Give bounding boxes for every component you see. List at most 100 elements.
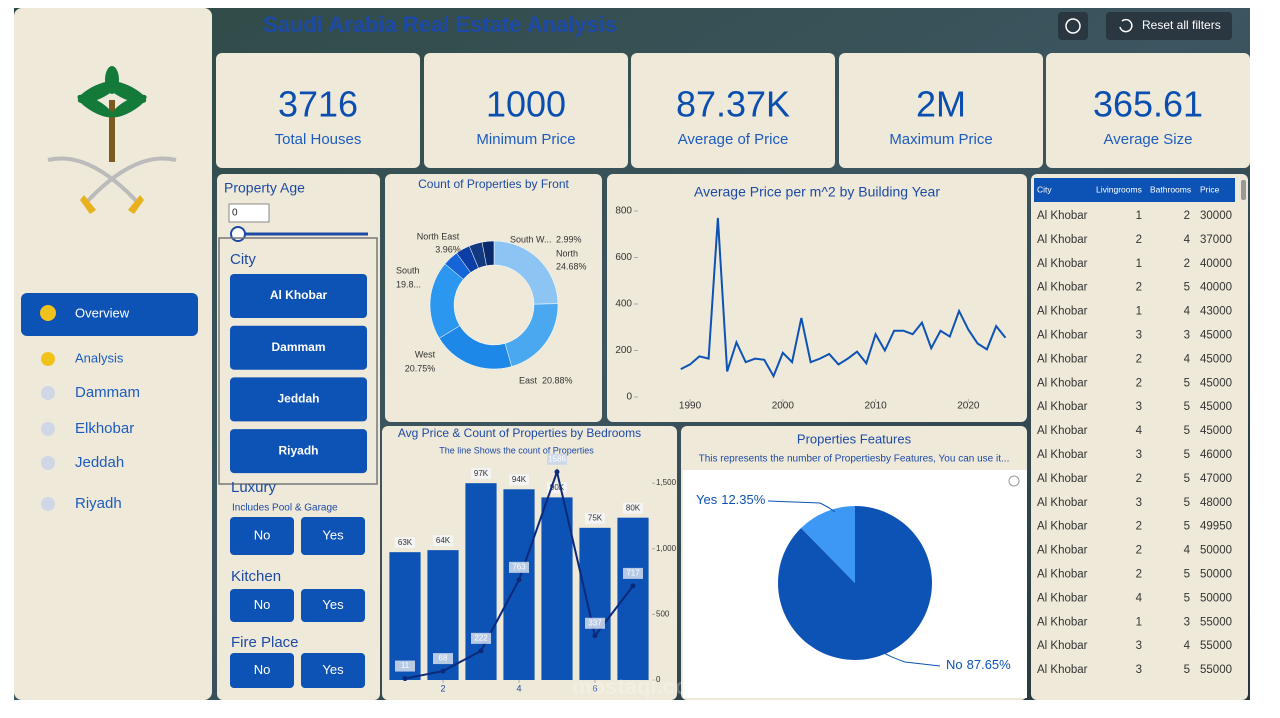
- filter-button[interactable]: [230, 274, 367, 318]
- table-cell: 4: [1184, 234, 1191, 246]
- point-label: 1586: [548, 454, 566, 463]
- table-cell: 4: [1136, 425, 1143, 437]
- bar: [503, 489, 535, 680]
- kpi-label: Maximum Price: [889, 131, 992, 148]
- bar-label: 63K: [398, 538, 413, 547]
- kpi-label: Average of Price: [678, 131, 789, 148]
- filter-title: Property Age: [224, 180, 305, 196]
- table-cell: 3: [1136, 664, 1142, 676]
- x-tick-label: 6: [592, 683, 597, 693]
- column-header[interactable]: Price: [1200, 184, 1220, 194]
- slice-category: Yes: [696, 492, 718, 507]
- filter-option[interactable]: Riyadh: [278, 443, 318, 457]
- table-cell: 40000: [1200, 258, 1232, 270]
- slice-label: East: [519, 375, 538, 385]
- kpi-value: 87.37K: [676, 84, 790, 125]
- label-bg: [547, 453, 567, 465]
- nav-icon: [41, 497, 55, 511]
- label-bg: [395, 537, 415, 549]
- filter-button[interactable]: [230, 429, 367, 474]
- filter-button[interactable]: [230, 377, 367, 422]
- filter-button[interactable]: [301, 653, 365, 688]
- column-header[interactable]: Bathrooms: [1150, 184, 1191, 194]
- range-input[interactable]: [228, 203, 270, 223]
- table-cell: 2: [1136, 473, 1142, 485]
- leader-line: [767, 500, 836, 513]
- nav-item[interactable]: Riyadh: [75, 495, 122, 512]
- help-icon: [1008, 475, 1020, 487]
- column-header[interactable]: Livingrooms: [1096, 184, 1142, 194]
- slice-value: 20.88%: [542, 375, 573, 385]
- logo: [47, 66, 177, 214]
- slice-value: 19.8...: [396, 279, 421, 289]
- table-cell: 49950: [1200, 521, 1232, 533]
- range-value[interactable]: 0: [232, 208, 238, 219]
- nav-active-bg[interactable]: [21, 293, 198, 336]
- reset-label[interactable]: Reset all filters: [1142, 18, 1221, 32]
- filter-button[interactable]: [301, 589, 365, 622]
- point: [402, 676, 408, 682]
- bar: [541, 497, 573, 680]
- scrollbar[interactable]: [1241, 180, 1246, 200]
- table-cell: 5: [1184, 401, 1190, 413]
- filter-option[interactable]: Al Khobar: [270, 288, 328, 302]
- point: [516, 577, 522, 583]
- slice-label: Yes 12.35%: [696, 492, 766, 507]
- chart-panel: [607, 174, 1027, 422]
- table-cell: Al Khobar: [1037, 473, 1088, 485]
- table-cell: 3: [1136, 497, 1142, 509]
- nav-icon: [41, 386, 55, 400]
- filter-option[interactable]: No: [254, 662, 271, 677]
- filter-option[interactable]: Yes: [322, 662, 344, 677]
- nav-icon: [41, 422, 55, 436]
- nav-item[interactable]: Jeddah: [75, 454, 124, 471]
- point: [630, 583, 636, 589]
- info-button[interactable]: [1058, 12, 1088, 40]
- table-cell: 1: [1136, 210, 1142, 222]
- point: [554, 469, 560, 475]
- reset-icon: [1119, 18, 1133, 33]
- filter-option[interactable]: Jeddah: [277, 392, 319, 406]
- table-cell: Al Khobar: [1037, 210, 1088, 222]
- label-bg: [471, 632, 491, 644]
- filter-option[interactable]: No: [254, 527, 271, 542]
- table-cell: 2: [1136, 521, 1142, 533]
- filter-option[interactable]: Dammam: [271, 340, 325, 354]
- slice: [801, 506, 855, 583]
- table-cell: 40000: [1200, 282, 1232, 294]
- filter-button[interactable]: [230, 325, 367, 370]
- table-cell: 47000: [1200, 473, 1232, 485]
- nav-item[interactable]: Elkhobar: [75, 420, 134, 437]
- table-cell: Al Khobar: [1037, 401, 1088, 413]
- filter-option[interactable]: Yes: [322, 597, 344, 612]
- bar: [579, 527, 611, 680]
- table-cell: Al Khobar: [1037, 664, 1088, 676]
- table-header: [1034, 178, 1235, 202]
- filter-subtitle: Includes Pool & Garage: [232, 503, 338, 514]
- point-label: 222: [474, 633, 488, 642]
- filter-button[interactable]: [230, 517, 294, 555]
- bar-label: 75K: [588, 513, 603, 522]
- filter-option[interactable]: No: [254, 597, 271, 612]
- table-cell: 3: [1136, 640, 1142, 652]
- point: [478, 648, 484, 654]
- table-cell: 4: [1136, 592, 1143, 604]
- filter-title: Fire Place: [231, 634, 299, 651]
- slice-label: South W...: [510, 234, 552, 244]
- nav-item[interactable]: Overview: [75, 305, 130, 320]
- filter-button[interactable]: [230, 589, 294, 622]
- table-cell: 2: [1136, 353, 1142, 365]
- nav-item[interactable]: Dammam: [75, 384, 140, 401]
- label-bg: [509, 474, 529, 486]
- range-handle[interactable]: [230, 226, 246, 242]
- label-bg: [623, 502, 643, 514]
- filter-button[interactable]: [230, 653, 294, 688]
- filter-button[interactable]: [301, 517, 365, 555]
- table-cell: 5: [1184, 592, 1190, 604]
- column-header[interactable]: City: [1037, 184, 1052, 194]
- filter-option[interactable]: Yes: [322, 527, 344, 542]
- point-label: 337: [588, 618, 602, 627]
- nav-item[interactable]: Analysis: [75, 350, 124, 365]
- reset-button[interactable]: [1106, 12, 1232, 40]
